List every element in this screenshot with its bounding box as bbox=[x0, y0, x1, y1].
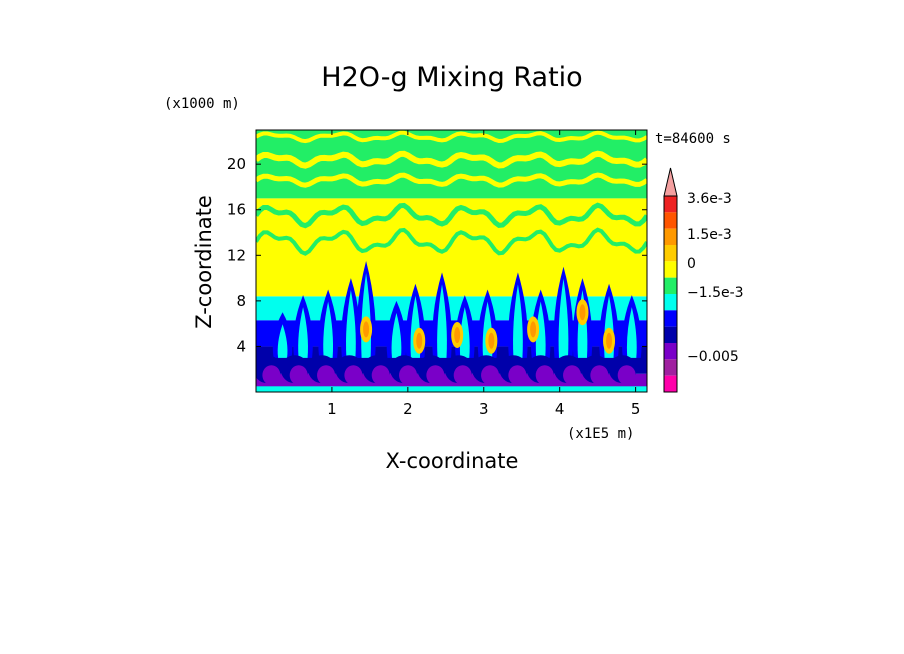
surface-strip bbox=[256, 386, 647, 392]
colorbar-label-2: 0 bbox=[687, 256, 696, 272]
x-axis-label: X-coordinate bbox=[386, 449, 519, 473]
colorbar-label-4: −0.005 bbox=[687, 349, 739, 365]
y-axis-ticks: 4 8 12 16 20 bbox=[227, 155, 647, 355]
warm-core-inner-2 bbox=[454, 327, 461, 344]
boundary-core-4 bbox=[371, 365, 390, 386]
plume-core-3 bbox=[346, 290, 356, 358]
plume-core-10 bbox=[513, 284, 523, 358]
x-tick-label-0: 1 bbox=[327, 400, 337, 418]
y-axis-label: Z-coordinate bbox=[192, 195, 216, 329]
plume-core-8 bbox=[459, 307, 470, 358]
band-upper-2 bbox=[256, 150, 647, 169]
boundary-core-13 bbox=[617, 365, 636, 386]
plume-core-7 bbox=[437, 284, 447, 358]
boundary-core-9 bbox=[508, 365, 527, 386]
x-tick-label-4: 5 bbox=[631, 400, 641, 418]
boundary-core-0 bbox=[262, 365, 281, 386]
chart-title: H2O-g Mixing Ratio bbox=[321, 62, 582, 93]
y-tick-label-0: 4 bbox=[236, 337, 246, 355]
colorbar-swatch-11 bbox=[664, 359, 677, 376]
boundary-core-11 bbox=[563, 365, 582, 386]
colorbar: 3.6e-3 1.5e-3 0 −1.5e-3 −0.005 bbox=[663, 167, 744, 393]
colorbar-swatch-3 bbox=[664, 228, 677, 245]
y-tick-label-3: 16 bbox=[227, 201, 246, 219]
boundary-core-5 bbox=[399, 365, 418, 386]
band-mid-1 bbox=[256, 202, 647, 229]
boundary-core-2 bbox=[317, 365, 336, 386]
warm-core-inner-5 bbox=[579, 304, 586, 321]
y-tick-label-1: 8 bbox=[236, 292, 246, 310]
y-unit-label: (x1000 m) bbox=[164, 96, 240, 112]
colorbar-frame bbox=[663, 195, 678, 393]
colorbar-swatch-8 bbox=[664, 310, 677, 327]
boundary-core-6 bbox=[426, 365, 445, 386]
time-label: t=84600 s bbox=[655, 131, 731, 147]
colorbar-swatch-1 bbox=[664, 196, 677, 213]
warm-core-inner-4 bbox=[530, 321, 537, 338]
colorbar-label-3: −1.5e-3 bbox=[687, 285, 744, 301]
colorbar-swatch-12 bbox=[664, 375, 677, 392]
plume-core-2 bbox=[323, 301, 334, 358]
plume-core-11 bbox=[535, 301, 546, 358]
x-tick-label-3: 4 bbox=[555, 400, 565, 418]
colorbar-swatch-6 bbox=[664, 277, 677, 294]
boundary-core-8 bbox=[481, 365, 500, 386]
band-upper-3 bbox=[256, 169, 647, 178]
plume-core-0 bbox=[277, 324, 288, 358]
colorbar-swatch-5 bbox=[664, 261, 677, 278]
boundary-core-10 bbox=[535, 365, 554, 386]
band-mid-2 bbox=[256, 227, 647, 256]
plume-core-5 bbox=[391, 312, 402, 358]
warm-core-inner-0 bbox=[363, 321, 370, 338]
colorbar-swatch-10 bbox=[664, 343, 677, 360]
colorbar-label-1: 1.5e-3 bbox=[687, 227, 732, 243]
warm-core-inner-3 bbox=[488, 332, 495, 349]
colorbar-arrow bbox=[663, 167, 678, 197]
y-tick-label-4: 20 bbox=[227, 155, 246, 173]
plume-core-15 bbox=[626, 307, 637, 358]
boundary-core-7 bbox=[453, 365, 472, 386]
plume-core-1 bbox=[298, 307, 308, 358]
colorbar-swatch-4 bbox=[664, 245, 677, 262]
x-unit-label: (x1E5 m) bbox=[567, 426, 634, 442]
boundary-core-12 bbox=[590, 365, 609, 386]
contour-field bbox=[256, 130, 647, 392]
y-tick-label-2: 12 bbox=[227, 246, 246, 264]
plot-area bbox=[255, 129, 648, 393]
plot-frame bbox=[255, 129, 648, 393]
colorbar-swatch-7 bbox=[664, 294, 677, 311]
x-axis-ticks: 1 2 3 4 5 bbox=[327, 130, 640, 418]
warm-core-inner-6 bbox=[606, 332, 613, 349]
colorbar-label-0: 3.6e-3 bbox=[687, 191, 732, 207]
colorbar-swatch-9 bbox=[664, 326, 677, 343]
plume-core-12 bbox=[558, 278, 569, 358]
boundary-core-1 bbox=[289, 365, 308, 386]
band-upper-4 bbox=[256, 172, 647, 188]
x-tick-label-1: 2 bbox=[403, 400, 413, 418]
colorbar-swatch-2 bbox=[664, 212, 677, 229]
band-upper-1 bbox=[256, 130, 647, 144]
warm-core-inner-1 bbox=[416, 332, 423, 349]
x-tick-label-2: 3 bbox=[479, 400, 489, 418]
boundary-core-3 bbox=[344, 365, 363, 386]
